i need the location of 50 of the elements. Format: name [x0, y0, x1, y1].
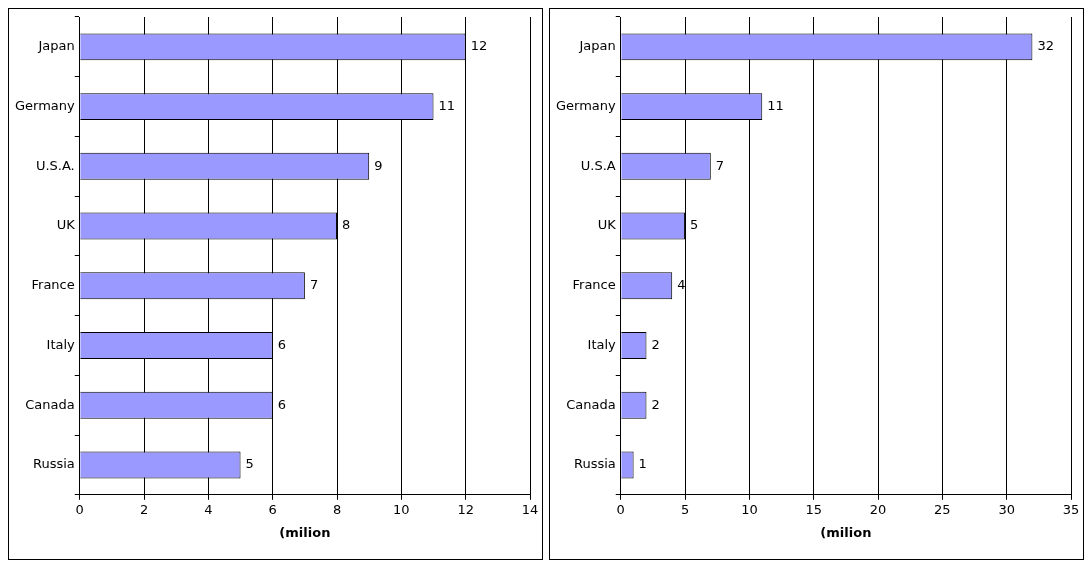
data-label: 32 — [1037, 38, 1054, 54]
data-label: 11 — [767, 97, 784, 113]
y-tick-label: Russia — [573, 456, 616, 472]
x-tick-label: 25 — [934, 501, 951, 517]
x-tick-label: 0 — [75, 501, 84, 517]
data-label: 9 — [374, 157, 383, 173]
data-label: 7 — [309, 277, 319, 293]
x-tick-label: 20 — [869, 501, 887, 517]
y-tick-label: Russia — [32, 456, 75, 472]
y-tick-label: Germany — [14, 97, 76, 113]
x-tick-label: 6 — [268, 501, 277, 517]
y-tick-label: U.S.A — [580, 157, 616, 173]
data-label: 5 — [690, 217, 699, 233]
x-tick-label: 15 — [805, 501, 822, 517]
y-tick-label: Japan — [37, 38, 75, 54]
y-tick-label: Germany — [555, 97, 617, 113]
y-tick-label: UK — [56, 217, 76, 233]
x-tick-label: 14 — [521, 501, 539, 517]
y-tick-label: U.S.A. — [35, 157, 75, 173]
x-tick-label: 5 — [680, 501, 690, 517]
y-tick-label: France — [31, 277, 75, 293]
data-label: 7 — [715, 157, 725, 173]
x-tick-label: 12 — [457, 501, 474, 517]
x-tick-label: 10 — [741, 501, 758, 517]
data-label: 6 — [277, 336, 286, 352]
x-tick-label: 2 — [139, 501, 149, 517]
data-label: 12 — [470, 38, 488, 54]
y-tick-label: France — [572, 277, 616, 293]
y-tick-label: Canada — [566, 396, 616, 412]
y-tick-label: Canada — [25, 396, 75, 412]
data-label: 1 — [638, 456, 647, 472]
y-tick-label: UK — [597, 217, 617, 233]
x-tick-label: 8 — [332, 501, 342, 517]
x-tick-label: 35 — [1062, 501, 1080, 517]
data-label: 2 — [651, 396, 660, 412]
data-label: 4 — [677, 277, 686, 293]
x-tick-label: 0 — [616, 501, 625, 517]
data-label: 5 — [245, 456, 254, 472]
data-label: 8 — [342, 217, 351, 233]
x-tick-label: 10 — [393, 501, 410, 517]
data-label: 11 — [438, 97, 456, 113]
y-tick-label: Japan — [578, 38, 616, 54]
x-axis-title: (milion — [820, 524, 872, 540]
y-tick-label: Italy — [587, 336, 617, 352]
data-label: 2 — [651, 336, 660, 352]
y-tick-label: Italy — [46, 336, 76, 352]
data-label: 6 — [277, 396, 286, 412]
x-axis-title: (milion — [279, 524, 331, 540]
x-tick-label: 30 — [998, 501, 1015, 517]
x-tick-label: 4 — [204, 501, 213, 517]
